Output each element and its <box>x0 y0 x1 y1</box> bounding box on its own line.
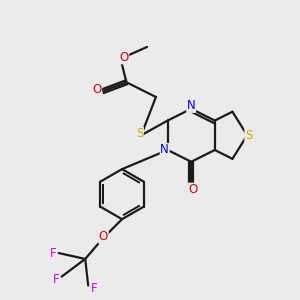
Text: O: O <box>119 51 129 64</box>
Text: O: O <box>188 183 197 196</box>
Text: F: F <box>91 282 98 295</box>
Text: S: S <box>136 127 143 140</box>
Text: O: O <box>99 230 108 243</box>
Text: S: S <box>245 129 252 142</box>
Text: N: N <box>160 143 169 157</box>
Text: O: O <box>92 83 102 96</box>
Text: N: N <box>187 99 196 112</box>
Text: F: F <box>52 273 59 286</box>
Text: F: F <box>50 247 56 260</box>
